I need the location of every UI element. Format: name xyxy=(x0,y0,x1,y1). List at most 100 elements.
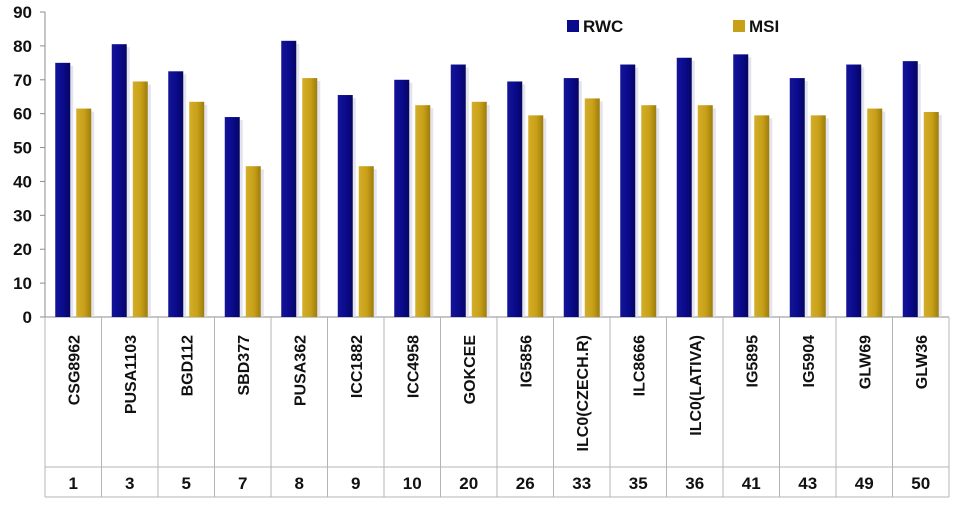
bar-msi xyxy=(528,115,544,317)
legend-swatch-msi xyxy=(733,20,745,32)
bar-rwc xyxy=(55,62,71,318)
bar-msi xyxy=(754,115,770,317)
bar-shadow xyxy=(352,98,356,318)
bar-msi xyxy=(471,101,487,317)
bar-shadow xyxy=(70,65,74,317)
bar-rwc xyxy=(620,64,636,318)
bar-shadow xyxy=(409,82,413,318)
category-number: 49 xyxy=(855,474,874,493)
bar-shadow xyxy=(712,108,716,317)
bar-shadow xyxy=(543,118,547,317)
bar-msi xyxy=(302,78,318,317)
bar-shadow xyxy=(126,47,130,317)
y-tick-label: 90 xyxy=(13,3,32,22)
legend-swatch-rwc xyxy=(567,20,579,32)
bar-shadow xyxy=(578,81,582,317)
bar-rwc xyxy=(789,78,805,317)
y-tick-label: 60 xyxy=(13,105,32,124)
bar-shadow xyxy=(769,118,773,317)
bar-msi xyxy=(697,105,713,317)
bar-shadow xyxy=(204,104,208,317)
bar-shadow xyxy=(91,111,95,317)
category-label: PUSA1103 xyxy=(123,335,140,414)
bar-rwc xyxy=(394,79,410,318)
category-label: IG5895 xyxy=(744,335,761,388)
category-number: 35 xyxy=(629,474,648,493)
bar-msi xyxy=(245,166,261,317)
legend: RWC MSI xyxy=(567,17,779,36)
category-number: 20 xyxy=(459,474,478,493)
bar-shadow xyxy=(691,60,695,317)
bar-shadow xyxy=(260,169,264,317)
category-label: ILC0(CZECH.R) xyxy=(575,335,592,451)
bar-shadow xyxy=(373,169,377,317)
bar-rwc xyxy=(563,78,579,317)
bar-rwc xyxy=(676,57,692,317)
category-number: 50 xyxy=(911,474,930,493)
category-number: 5 xyxy=(182,474,191,493)
category-label: GLW69 xyxy=(857,335,874,389)
bar-shadow xyxy=(296,43,300,318)
y-tick-label: 70 xyxy=(13,71,32,90)
bar-rwc xyxy=(281,40,297,318)
bar-shadow xyxy=(522,84,526,317)
y-tick-label: 30 xyxy=(13,206,32,225)
bar-msi xyxy=(584,98,600,318)
category-label: IG5904 xyxy=(801,335,818,388)
bar-shadow xyxy=(430,108,434,317)
bar-shadow xyxy=(804,81,808,317)
category-number: 33 xyxy=(572,474,591,493)
bar-msi xyxy=(923,111,939,317)
bar-rwc xyxy=(450,64,466,318)
bar-msi xyxy=(810,115,826,317)
bar-shadow xyxy=(147,84,151,317)
bar-shadow xyxy=(317,81,321,317)
bar-rwc xyxy=(846,64,862,318)
bar-msi xyxy=(415,105,431,317)
y-tick-label: 0 xyxy=(23,308,32,327)
category-number: 8 xyxy=(295,474,304,493)
bar-shadow xyxy=(917,64,921,317)
bar-shadow xyxy=(486,104,490,317)
category-label: ICC4958 xyxy=(405,335,422,398)
category-number: 26 xyxy=(516,474,535,493)
category-number: 1 xyxy=(69,474,78,493)
bar-rwc xyxy=(224,117,240,317)
category-label: GLW36 xyxy=(914,335,931,389)
y-tick-label: 40 xyxy=(13,172,32,191)
bar-rwc xyxy=(168,71,184,317)
bar-msi xyxy=(76,108,92,317)
bar-shadow xyxy=(938,114,942,317)
bar-rwc xyxy=(733,54,749,317)
category-number: 10 xyxy=(403,474,422,493)
category-label: CSG8962 xyxy=(66,335,83,405)
bar-shadow xyxy=(599,101,603,318)
category-number: 36 xyxy=(685,474,704,493)
category-label: SBD377 xyxy=(236,335,253,396)
legend-label-rwc: RWC xyxy=(583,17,623,36)
y-tick-label: 10 xyxy=(13,274,32,293)
bar-shadow xyxy=(656,108,660,317)
bars xyxy=(55,40,942,318)
category-number: 3 xyxy=(125,474,134,493)
y-tick-label: 50 xyxy=(13,139,32,158)
bar-rwc xyxy=(111,44,127,317)
bar-rwc xyxy=(902,61,918,318)
bar-shadow xyxy=(465,67,469,318)
bar-shadow xyxy=(183,74,187,317)
bar-shadow xyxy=(239,120,243,317)
y-tick-label: 20 xyxy=(13,240,32,259)
y-tick-label: 80 xyxy=(13,37,32,56)
bar-rwc xyxy=(507,81,523,317)
legend-label-msi: MSI xyxy=(749,17,779,36)
bar-rwc xyxy=(337,95,353,318)
bar-msi xyxy=(867,108,883,317)
bar-shadow xyxy=(635,67,639,318)
bar-msi xyxy=(132,81,148,317)
bar-shadow xyxy=(861,67,865,318)
bar-msi xyxy=(641,105,657,317)
category-number: 7 xyxy=(238,474,247,493)
bar-msi xyxy=(358,166,374,317)
